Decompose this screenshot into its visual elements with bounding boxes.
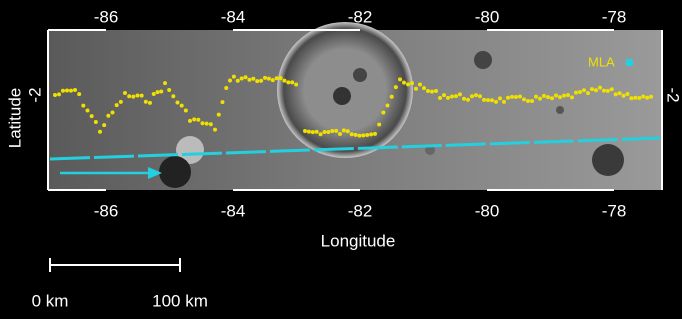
x-tick-label-top: -82	[348, 7, 373, 26]
scale-bar	[50, 258, 180, 272]
x-tick-label-bottom: -82	[348, 201, 373, 220]
x-tick-label-top: -80	[475, 7, 500, 26]
legend-label: MLA	[588, 54, 615, 69]
x-tick-label-top: -84	[221, 7, 246, 26]
scale-end: 100 km	[152, 291, 208, 310]
legend-swatch	[626, 59, 633, 66]
y-tick-label-left: -2	[25, 87, 44, 102]
x-tick-label-bottom: -78	[602, 201, 627, 220]
x-tick-label-bottom: -86	[94, 201, 119, 220]
y-axis-title: Latitude	[5, 88, 24, 149]
x-axis-title: Longitude	[321, 231, 396, 250]
x-tick-label-top: -86	[94, 7, 119, 26]
x-tick-label-top: -78	[602, 7, 627, 26]
x-tick-label-bottom: -80	[475, 201, 500, 220]
scale-start: 0 km	[32, 291, 69, 310]
map-figure: MLA -86 -84 -82 -80 -78 -86 -84 -82 -80 -78 -2 -2 L…	[0, 0, 682, 319]
x-tick-label-bottom: -84	[221, 201, 246, 220]
y-tick-label-right: -2	[664, 87, 682, 102]
